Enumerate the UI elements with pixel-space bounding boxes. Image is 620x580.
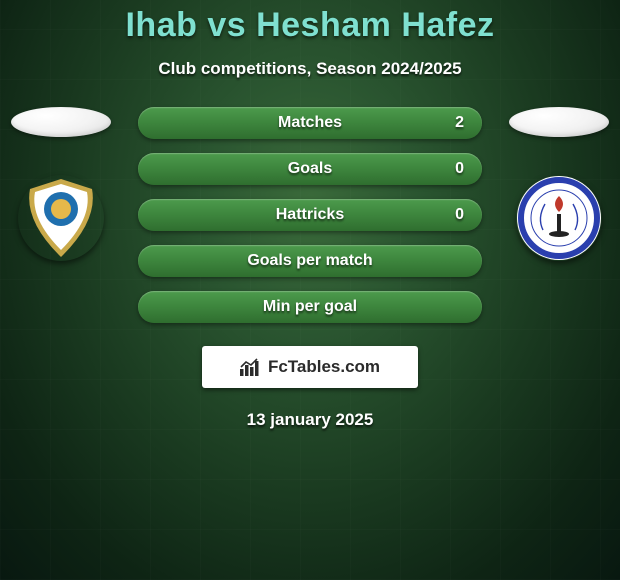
club-right-logo xyxy=(516,175,602,261)
brand-badge[interactable]: FcTables.com xyxy=(202,346,418,388)
stat-value-right: 2 xyxy=(455,114,464,132)
stat-label: Goals per match xyxy=(247,252,372,270)
stat-label: Matches xyxy=(278,114,342,132)
brand-chart-icon xyxy=(240,358,262,376)
stat-row: Goals per match xyxy=(138,245,482,277)
stat-row: Min per goal xyxy=(138,291,482,323)
comparison-area: Matches 2 Goals 0 Hattricks 0 Goals per match M… xyxy=(0,107,620,323)
stat-label: Hattricks xyxy=(276,206,344,224)
date-text: 13 january 2025 xyxy=(0,410,620,430)
player-left-column xyxy=(6,107,116,261)
club-left-logo xyxy=(18,175,104,261)
stat-row: Matches 2 xyxy=(138,107,482,139)
stat-row: Hattricks 0 xyxy=(138,199,482,231)
player-left-avatar xyxy=(11,107,111,137)
player-right-avatar xyxy=(509,107,609,137)
subtitle: Club competitions, Season 2024/2025 xyxy=(0,59,620,79)
page-title: Ihab vs Hesham Hafez xyxy=(0,0,620,45)
club-right-icon xyxy=(516,175,602,261)
stat-row: Goals 0 xyxy=(138,153,482,185)
stat-value-right: 0 xyxy=(455,206,464,224)
club-left-icon xyxy=(18,175,104,261)
player-right-column xyxy=(504,107,614,261)
brand-text: FcTables.com xyxy=(268,357,380,377)
stat-label: Min per goal xyxy=(263,298,357,316)
stat-value-right: 0 xyxy=(455,160,464,178)
stats-list: Matches 2 Goals 0 Hattricks 0 Goals per match M… xyxy=(138,107,482,323)
stat-label: Goals xyxy=(288,160,332,178)
